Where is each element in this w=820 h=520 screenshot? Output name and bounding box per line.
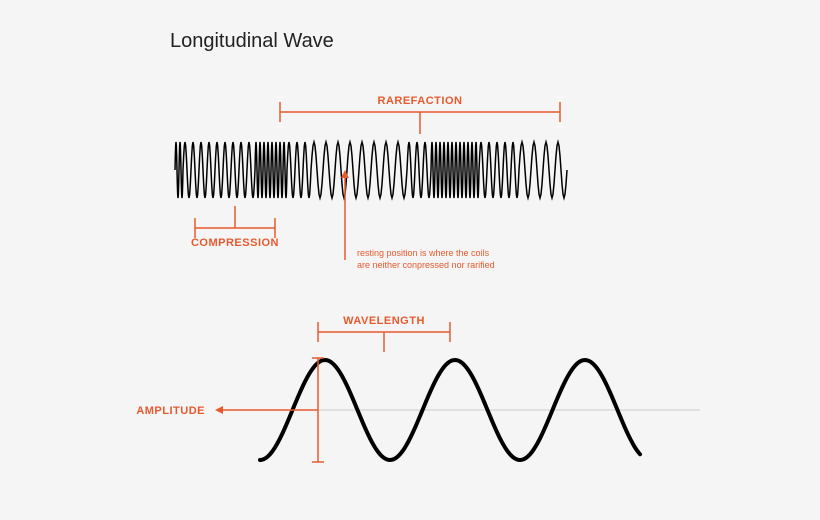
compression-bracket: COMPRESSION xyxy=(191,206,279,249)
wave-diagram: RAREFACTION COMPRESSION resting position… xyxy=(0,0,820,520)
rarefaction-label: RAREFACTION xyxy=(378,95,463,107)
wavelength-label: WAVELENGTH xyxy=(343,315,425,327)
amplitude-indicator: AMPLITUDE xyxy=(136,358,324,462)
amplitude-label: AMPLITUDE xyxy=(136,405,205,417)
rarefaction-bracket: RAREFACTION xyxy=(280,95,560,134)
resting-note-2: are neither conpressed nor rarified xyxy=(357,260,495,270)
compression-label: COMPRESSION xyxy=(191,237,279,249)
longitudinal-wave xyxy=(175,142,567,198)
resting-position-arrow: resting position is where the coils are n… xyxy=(341,170,495,270)
wavelength-bracket: WAVELENGTH xyxy=(318,315,450,352)
resting-note-1: resting position is where the coils xyxy=(357,248,490,258)
